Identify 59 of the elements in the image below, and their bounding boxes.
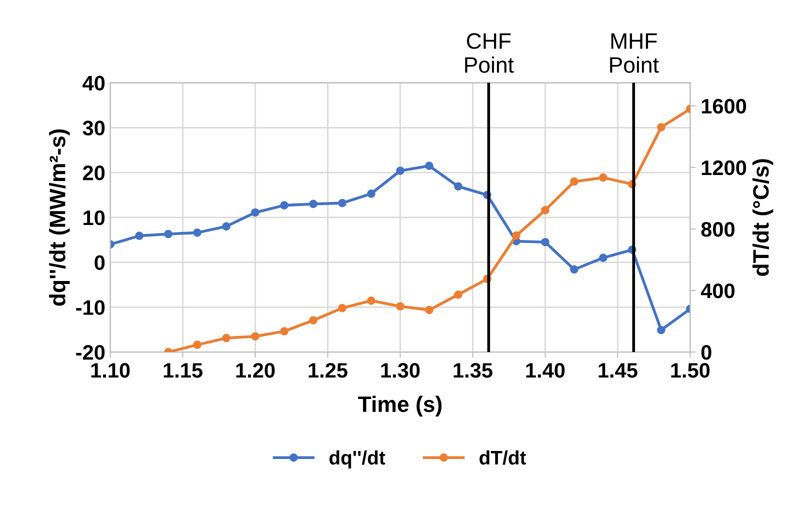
- y-tick-label: 40: [82, 76, 105, 91]
- x-tick-label: 1.40: [526, 363, 565, 378]
- ref-line-label: CHF Point: [465, 33, 514, 73]
- point: [367, 189, 376, 198]
- point: [570, 265, 578, 274]
- y-tick-label: 0: [94, 255, 105, 270]
- y2-tick-label: 0: [701, 345, 712, 360]
- point: [396, 302, 404, 311]
- legend-label: dq''/dt: [329, 450, 386, 468]
- legend-label: dT/dt: [480, 450, 526, 465]
- point: [280, 327, 288, 336]
- y2-tick-label: 400: [700, 284, 734, 298]
- point: [251, 332, 260, 341]
- point: [512, 231, 520, 240]
- y2-tick-label: 1600: [702, 98, 746, 114]
- point: [570, 177, 578, 186]
- point: [309, 200, 318, 208]
- point: [599, 254, 608, 262]
- x-tick-label: 1.45: [598, 363, 638, 378]
- point: [338, 198, 346, 208]
- y2-tick-label: 1200: [702, 160, 746, 176]
- point: [222, 334, 230, 342]
- point: [454, 290, 462, 299]
- point: [135, 232, 144, 240]
- x-tick-label: 1.15: [164, 363, 202, 378]
- x-tick-label: 1.25: [308, 363, 348, 378]
- point: [541, 238, 550, 246]
- x-tick-label: 1.35: [454, 363, 492, 378]
- x-tick-label: 1.20: [236, 363, 275, 378]
- point: [251, 208, 260, 217]
- point: [454, 182, 462, 191]
- point: [657, 326, 666, 334]
- point: [541, 206, 550, 214]
- point: [280, 201, 288, 210]
- x-axis-title: Time (s): [358, 396, 442, 416]
- point: [193, 340, 202, 349]
- point: [309, 316, 318, 325]
- y-tick-label: 30: [82, 120, 105, 136]
- y-tick-label: -20: [76, 345, 105, 360]
- point: [338, 304, 346, 312]
- point: [599, 173, 608, 182]
- point: [657, 123, 666, 132]
- y2-tick-label: 800: [701, 222, 734, 237]
- point: [425, 162, 434, 170]
- point: [222, 222, 230, 231]
- ref-line-label: MHF Point: [610, 33, 659, 73]
- y-axis-title: dq''/dt (MW/m²-s): [49, 129, 70, 306]
- point: [164, 230, 172, 238]
- y-tick-label: 20: [82, 166, 105, 180]
- x-tick-label: 1.50: [671, 363, 710, 378]
- y-tick-label: -10: [76, 300, 105, 315]
- x-tick-label: 1.30: [381, 363, 420, 378]
- point: [396, 166, 404, 175]
- x-tick-label: 1.10: [91, 363, 130, 378]
- y2-axis-title: dT/dt (°C/s): [752, 159, 774, 276]
- y-tick-label: 10: [84, 210, 105, 226]
- point: [425, 306, 434, 314]
- point: [193, 228, 202, 237]
- point: [367, 296, 376, 305]
